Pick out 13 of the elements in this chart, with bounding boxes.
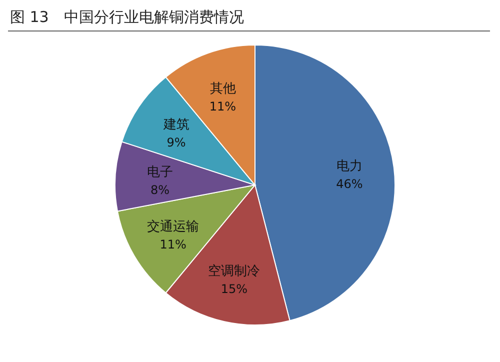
- data-label: 11%: [160, 237, 186, 252]
- slice-label: 交通运输: [147, 218, 200, 234]
- data-label: 46%: [336, 177, 363, 192]
- data-label: 9%: [166, 135, 186, 150]
- slice-label: 其他: [210, 81, 236, 96]
- slice-label: 空调制冷: [208, 264, 260, 279]
- data-label: 15%: [220, 282, 248, 296]
- data-label: 11%: [209, 99, 236, 114]
- slice-label: 电力: [336, 159, 362, 174]
- chart-title: 图 13 中国分行业电解铜消费情况: [10, 8, 244, 26]
- slice-label: 建筑: [162, 117, 190, 132]
- slice-label: 电子: [146, 165, 173, 180]
- data-label: 8%: [150, 183, 170, 198]
